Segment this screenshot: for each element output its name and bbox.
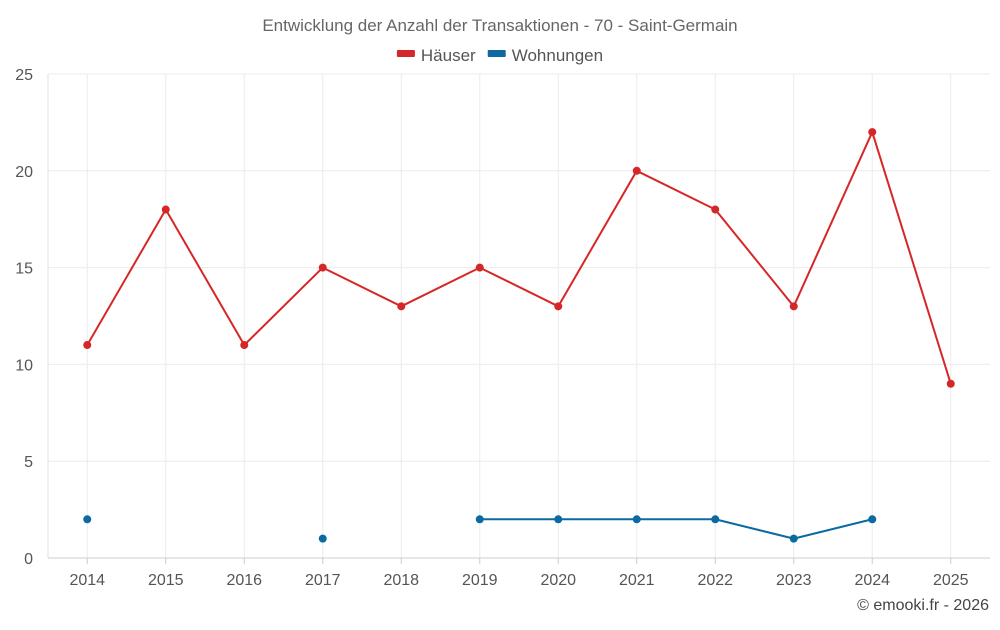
x-tick-label: 2015 [148,572,184,589]
chart-title: Entwicklung der Anzahl der Transaktionen… [262,16,737,35]
y-tick-label: 0 [24,551,33,568]
data-point-h-user [318,263,327,272]
data-point-wohnungen [789,534,798,543]
legend: Häuser Wohnungen [396,46,603,65]
x-tick-label: 2023 [776,572,812,589]
series-layer [83,128,955,543]
x-tick-label: 2025 [933,572,969,589]
data-point-wohnungen [318,534,327,543]
x-tick-label: 2024 [854,572,890,589]
y-tick-label: 20 [15,164,33,181]
x-tick-label: 2016 [226,572,262,589]
data-point-wohnungen [711,515,720,524]
series-line-wohnungen [479,518,873,540]
legend-label: Häuser [421,46,476,65]
x-tick-label: 2019 [462,572,498,589]
data-point-wohnungen [632,515,641,524]
x-tick-label: 2022 [697,572,733,589]
x-tick-label: 2020 [540,572,576,589]
legend-label: Wohnungen [512,46,603,65]
legend-item: Wohnungen [487,46,603,65]
data-point-h-user [632,166,641,175]
data-point-h-user [554,302,563,311]
data-point-h-user [161,205,170,214]
legend-swatch [487,50,506,57]
data-point-h-user [711,205,720,214]
grid [48,73,990,559]
data-point-wohnungen [83,515,92,524]
x-tick-label: 2018 [383,572,419,589]
data-point-h-user [475,263,484,272]
data-point-h-user [789,302,798,311]
y-tick-label: 10 [15,357,33,374]
data-point-h-user [83,341,92,350]
credit-text: © emooki.fr - 2026 [857,597,989,614]
y-tick-label: 15 [15,261,33,278]
x-tick-label: 2014 [69,572,105,589]
data-point-h-user [946,379,955,388]
y-tick-label: 5 [24,454,33,471]
data-point-wohnungen [868,515,877,524]
data-point-h-user [240,341,249,350]
x-tick-label: 2021 [619,572,655,589]
legend-item: Häuser [396,46,476,65]
x-tick-label: 2017 [305,572,341,589]
series-line-h-user [86,131,952,385]
y-tick-label: 25 [15,67,33,84]
data-point-h-user [397,302,406,311]
data-point-wohnungen [554,515,563,524]
data-point-h-user [868,128,877,137]
data-point-wohnungen [475,515,484,524]
legend-swatch [396,50,415,57]
